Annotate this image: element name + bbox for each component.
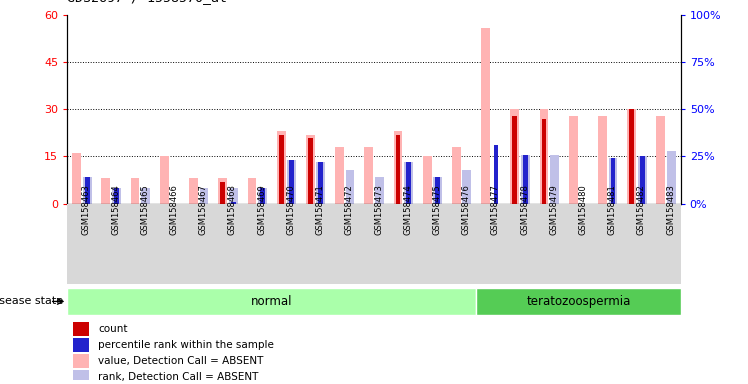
Bar [73,153,81,204]
Bar [404,162,413,204]
Bar [423,157,432,204]
Bar [433,177,442,204]
Text: GDS2697 / 1558570_at: GDS2697 / 1558570_at [67,0,227,4]
Text: GSM158467: GSM158467 [199,185,208,235]
Bar [279,134,283,204]
Bar [521,155,530,204]
Text: rank, Detection Call = ABSENT: rank, Detection Call = ABSENT [98,372,258,382]
Text: GSM158475: GSM158475 [432,185,441,235]
Bar [85,177,90,204]
Bar [667,151,675,204]
Bar [229,189,238,204]
Bar [609,158,617,204]
Bar [629,109,634,204]
Bar [160,157,168,204]
Bar [316,162,325,204]
Text: disease state: disease state [0,296,64,306]
Bar [462,170,471,204]
Bar [375,177,384,204]
Bar [231,202,236,204]
Text: GSM158465: GSM158465 [141,185,150,235]
Bar [319,162,323,204]
Text: normal: normal [251,295,292,308]
Bar [481,28,490,204]
Text: GSM158482: GSM158482 [637,185,646,235]
Bar [114,189,119,204]
Bar [287,160,296,204]
Text: GSM158466: GSM158466 [170,185,179,235]
Bar [200,189,209,204]
Bar [73,370,89,384]
Bar [628,109,636,204]
Text: GSM158464: GSM158464 [111,185,120,235]
Bar [396,134,400,204]
Text: GSM158471: GSM158471 [316,185,325,235]
Text: GSM158473: GSM158473 [374,185,383,235]
Bar [610,158,616,204]
Text: GSM158483: GSM158483 [666,185,675,235]
Bar [638,157,646,204]
Text: GSM158474: GSM158474 [403,185,412,235]
Bar [568,116,577,204]
Bar [393,131,402,204]
Bar [523,155,527,204]
Bar [258,189,267,204]
Bar [260,189,265,204]
Bar [67,288,476,315]
Text: GSM158468: GSM158468 [228,185,237,235]
Bar [640,157,645,204]
Text: count: count [98,324,127,334]
Bar [598,116,607,204]
Text: GSM158477: GSM158477 [491,185,500,235]
Bar [289,160,294,204]
Text: GSM158463: GSM158463 [82,185,91,235]
Bar [248,179,257,204]
Text: GSM158480: GSM158480 [578,185,587,235]
Bar [510,109,519,204]
Bar [364,147,373,204]
Text: value, Detection Call = ABSENT: value, Detection Call = ABSENT [98,356,263,366]
Bar [112,189,120,204]
Text: GSM158476: GSM158476 [462,185,470,235]
Text: GSM158469: GSM158469 [257,185,266,235]
Bar [83,177,91,204]
Text: teratozoospermia: teratozoospermia [527,295,631,308]
Bar [102,179,110,204]
Text: percentile rank within the sample: percentile rank within the sample [98,340,274,350]
Bar [141,189,150,204]
Bar [476,288,681,315]
Bar [512,116,517,204]
Bar [539,109,548,204]
Text: GSM158478: GSM158478 [520,185,529,235]
Bar [542,119,546,204]
Bar [306,134,315,204]
Bar [435,177,440,204]
Bar [406,162,411,204]
Text: GSM158479: GSM158479 [549,185,558,235]
Bar [308,138,313,204]
Bar [73,354,89,368]
Bar [335,147,344,204]
Bar [277,131,286,204]
Bar [452,147,461,204]
Text: GSM158470: GSM158470 [286,185,295,235]
Bar [657,116,665,204]
Bar [221,182,225,204]
Bar [189,179,198,204]
Bar [218,179,227,204]
Bar [73,338,89,352]
Text: GSM158481: GSM158481 [607,185,616,235]
Bar [73,323,89,336]
Bar [494,145,498,204]
Bar [550,155,559,204]
Text: GSM158472: GSM158472 [345,185,354,235]
Bar [131,179,139,204]
Bar [346,170,355,204]
